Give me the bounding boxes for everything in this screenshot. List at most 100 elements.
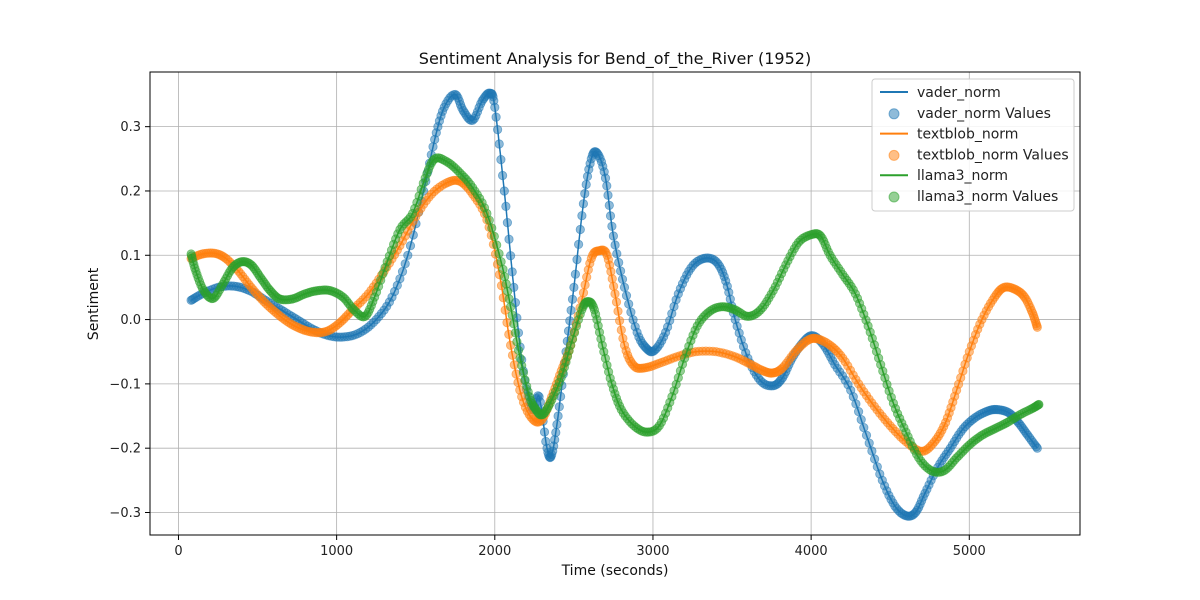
x-tick-label: 3000 [636,544,669,559]
series-layer [186,88,1044,521]
tick-layer: 0 1000 2000 3000 4000 5000 −0.3 −0.2 −0.1 0.0 0.1 0… [109,120,985,559]
data-point [580,189,590,199]
data-point [507,310,517,320]
data-point [496,257,506,267]
data-point [492,240,502,250]
plot-frame [149,71,1081,536]
data-point [1034,399,1044,410]
data-point [610,240,620,250]
data-point [621,290,632,301]
x-tick-label: 0 [174,544,182,559]
data-point [504,234,514,244]
y-tick-label: 0.0 [120,313,141,328]
series-llama3_norm [186,153,1044,477]
data-point [505,251,516,261]
data-point [624,299,634,309]
data-point [501,279,511,289]
legend-entry-label: llama3_norm [917,168,1008,184]
x-tick-label: 4000 [795,544,828,559]
data-point [572,255,582,265]
data-point [510,328,521,338]
data-point [405,241,416,251]
data-point [498,264,508,274]
data-point [496,155,506,165]
data-point [490,102,500,113]
y-tick-label: −0.1 [109,377,141,392]
data-point [554,402,564,412]
data-point [513,345,524,355]
data-point [608,281,619,291]
data-point [867,446,877,456]
legend: vader_norm vader_norm Values textblob_norm… [871,78,1075,212]
data-point [502,218,512,228]
data-point [492,125,503,135]
y-tick-label: 0.3 [120,120,141,135]
data-point [569,282,579,292]
data-point [616,325,626,335]
data-point [397,266,408,277]
data-point [605,211,616,221]
data-point [1032,322,1042,332]
series-textblob_norm [186,175,1042,456]
legend-entry-label: vader_norm [917,85,1001,101]
data-point [864,438,874,448]
data-point [551,427,561,438]
data-point [602,181,612,191]
data-point [497,170,508,181]
data-point [607,274,617,284]
data-point [614,316,625,326]
data-point [494,249,504,259]
data-point [501,201,511,211]
data-point [619,282,630,292]
x-axis-label: Time (seconds) [561,563,669,579]
x-tick-label: 5000 [953,544,986,559]
data-point [859,422,869,433]
x-tick-label: 1000 [320,544,353,559]
data-point [567,294,578,304]
legend-marker-swatch [888,149,900,161]
data-point [505,302,516,312]
legend-entry-label: vader_norm Values [917,106,1051,122]
data-point [539,427,550,437]
data-point [612,249,622,259]
data-point [608,231,619,241]
y-tick-label: 0.1 [120,249,141,264]
data-point [610,289,620,299]
data-point [489,231,499,241]
data-point [581,179,591,190]
data-point [615,266,626,276]
data-point [578,288,589,298]
y-tick-label: −0.2 [109,442,141,457]
data-point [604,200,614,210]
data-point [507,267,517,277]
legend-marker-swatch [888,108,900,120]
data-point [566,305,576,315]
data-point [504,294,514,304]
data-point [856,414,866,425]
data-point [614,257,624,268]
data-point [553,411,563,421]
data-point [603,190,613,200]
legend-entry-label: textblob_norm Values [917,147,1069,163]
data-point [487,223,497,233]
data-point [853,406,864,417]
data-point [861,430,872,440]
data-point [869,454,880,464]
legend-entry-label: llama3_norm Values [917,189,1058,205]
data-point [578,199,589,209]
data-point [509,319,519,329]
data-point [607,221,617,231]
data-point [575,224,585,235]
data-point [577,211,587,221]
data-point [491,112,501,122]
data-point [499,186,509,196]
data-point [494,139,504,149]
data-point [626,307,636,317]
data-point [573,239,584,249]
x-tick-label: 2000 [478,544,511,559]
y-tick-label: 0.2 [120,184,141,199]
data-point [1032,443,1042,453]
data-point [851,399,861,409]
data-point [611,297,622,307]
